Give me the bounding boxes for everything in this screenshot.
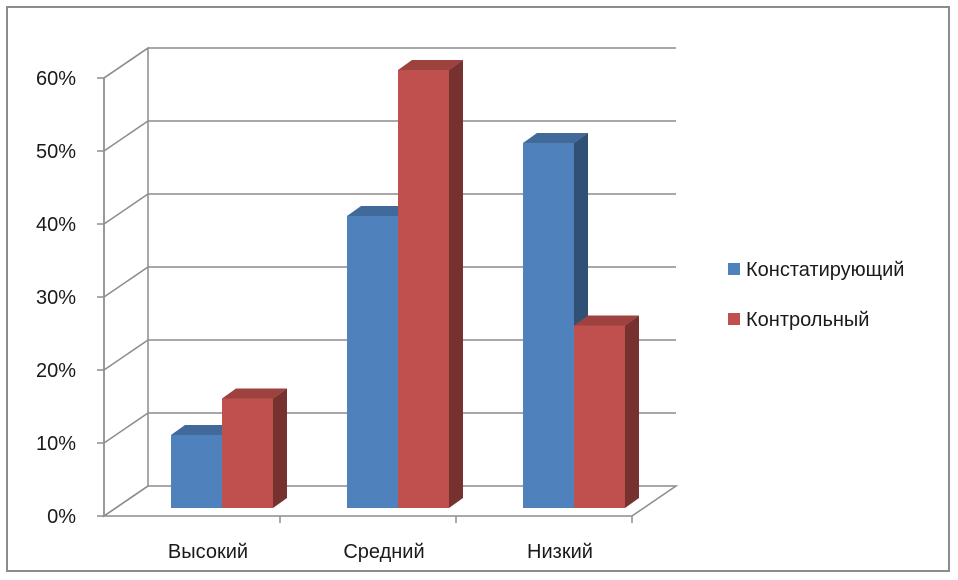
y-tick-label: 40% [36, 214, 76, 236]
axes [97, 77, 633, 523]
y-tick-label: 0% [47, 506, 76, 528]
y-tick-label: 60% [36, 68, 76, 90]
x-tick-label: Средний [343, 541, 424, 563]
y-tick-label: 30% [36, 287, 76, 309]
x-tick-label: Низкий [527, 541, 593, 563]
legend-swatch [728, 313, 740, 325]
bar [347, 206, 412, 508]
gridline-diagonal [103, 266, 149, 298]
x-axis-tick-labels: Высокий Средний Низкий [168, 541, 593, 563]
y-axis-tick-labels: 0% 10% 20% 30% 40% 50% 60% [36, 68, 76, 528]
chart-frame [6, 6, 950, 572]
bar-front [398, 70, 449, 508]
gridline-diagonal [103, 120, 149, 152]
bar [523, 133, 588, 508]
bar-front [347, 216, 398, 508]
bar-side [625, 315, 639, 508]
bar-side [449, 60, 463, 508]
bar-front [222, 398, 273, 508]
bar-top [398, 60, 463, 70]
bar-top [523, 133, 588, 143]
bar [222, 388, 287, 508]
bar-top [222, 388, 287, 399]
gridline-diagonal [103, 193, 149, 225]
legend: Констатирующий Контрольный [728, 259, 904, 331]
bar-front [574, 325, 625, 508]
y-tick-label: 20% [36, 360, 76, 382]
gridline-diagonal [103, 339, 149, 371]
bar [574, 315, 639, 508]
bars [171, 60, 639, 508]
legend-swatch [728, 263, 740, 275]
bar-front [523, 143, 574, 508]
gridline-diagonal [103, 47, 149, 79]
bar-top [347, 206, 412, 216]
gridline-diagonal [103, 412, 149, 444]
y-tick-label: 50% [36, 141, 76, 163]
bar-top [574, 315, 639, 326]
bar [398, 60, 463, 508]
bar-side [273, 388, 287, 508]
x-tick-label: Высокий [168, 541, 248, 563]
legend-label: Констатирующий [746, 259, 904, 281]
legend-label: Контрольный [746, 309, 869, 331]
y-tick-label: 10% [36, 433, 76, 455]
bar-top [171, 425, 236, 435]
bar-front [171, 435, 222, 508]
